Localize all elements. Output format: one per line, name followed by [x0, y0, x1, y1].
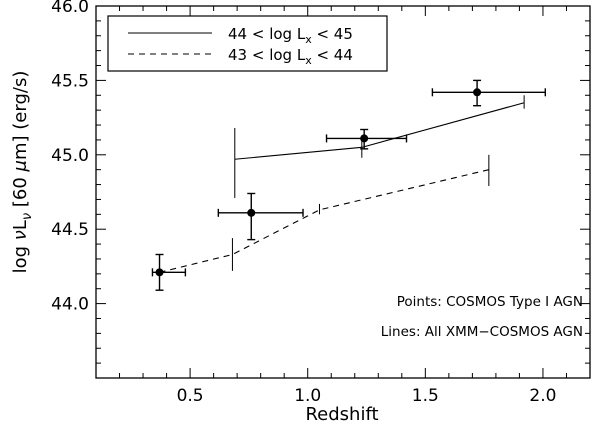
series-lines: [159, 95, 525, 280]
x-tick-label: 1.0: [294, 386, 321, 406]
plot-frame: [95, 5, 591, 379]
annotation-lines: Lines: All XMM−COSMOS AGN: [381, 324, 583, 340]
legend-entry-dashed: 43 < log Lx < 44: [228, 46, 353, 67]
y-axis: 44.0 44.5 45.0 45.5 46.0: [51, 0, 590, 379]
x-tick-label: 1.5: [412, 386, 439, 406]
y-axis-title: log νLν [60 μm] (erg/s): [10, 71, 35, 274]
data-point: [473, 88, 482, 97]
y-tick-label: 46.0: [51, 0, 89, 17]
legend-entry-solid: 44 < log Lx < 45: [228, 25, 353, 46]
y-tick-label: 45.5: [51, 71, 89, 91]
data-point: [247, 208, 256, 217]
y-tick-label: 44.5: [51, 220, 89, 240]
plot-area-border: [95, 5, 591, 379]
legend: 44 < log Lx < 45 43 < log Lx < 44: [107, 15, 388, 72]
x-axis: 0.5 1.0 1.5 2.0: [95, 6, 591, 406]
series-line-dashed: [159, 169, 489, 273]
annotation-points: Points: COSMOS Type I AGN: [397, 294, 583, 310]
y-tick-label: 45.0: [51, 146, 89, 166]
data-point: [155, 268, 164, 277]
y-tick-label: 44.0: [51, 295, 89, 315]
series-line-solid: [234, 102, 525, 160]
x-tick-label: 2.0: [529, 386, 556, 406]
data-point: [360, 134, 369, 143]
x-tick-label: 0.5: [177, 386, 204, 406]
data-points: [151, 79, 547, 291]
x-axis-title: Redshift: [305, 404, 378, 425]
legend-box: [107, 15, 388, 72]
